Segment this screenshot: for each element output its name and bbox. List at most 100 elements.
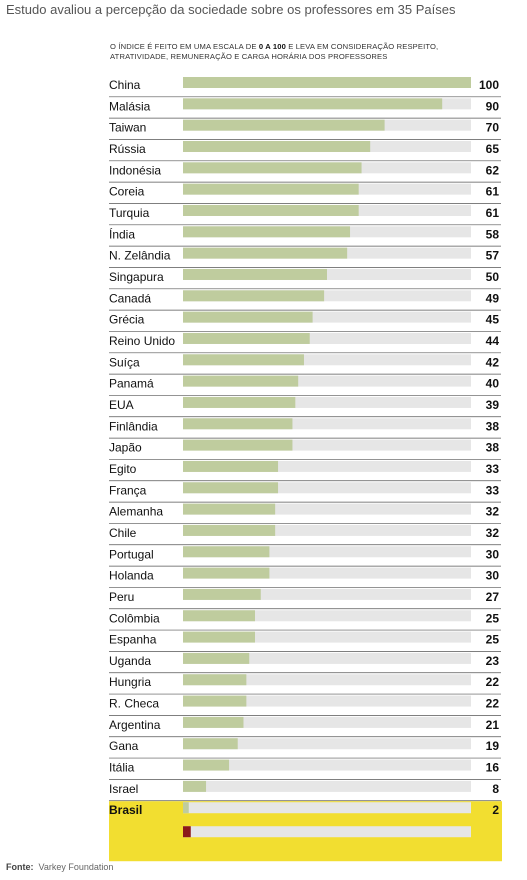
bar — [183, 567, 270, 579]
bar-track — [183, 802, 471, 814]
category-label: Chile — [109, 526, 137, 540]
bar-track — [183, 290, 471, 302]
bar-track — [183, 396, 471, 408]
category-label: Israel — [109, 782, 138, 796]
value-label: 70 — [486, 121, 500, 135]
value-label: 42 — [486, 355, 500, 369]
category-label: Gana — [109, 739, 139, 753]
category-label: Argentina — [109, 718, 161, 732]
category-label: França — [109, 483, 147, 497]
category-label: Espanha — [109, 633, 157, 647]
note-text-after: e leva em consideração respeito, atrativ… — [110, 42, 439, 61]
bar — [183, 610, 255, 622]
bar-track — [183, 439, 471, 451]
category-label: Canadá — [109, 291, 151, 305]
bar-track — [183, 332, 471, 344]
category-label: Turquia — [109, 206, 150, 220]
bar — [183, 119, 385, 131]
value-label: 100 — [479, 78, 499, 92]
value-label: 22 — [486, 675, 500, 689]
value-label: 90 — [486, 99, 500, 113]
category-label: Portugal — [109, 547, 154, 561]
bar — [183, 674, 247, 686]
category-label: Grécia — [109, 313, 145, 327]
value-label: 30 — [486, 547, 500, 561]
bar — [183, 375, 299, 387]
bar — [183, 418, 293, 430]
value-label: 23 — [486, 654, 500, 668]
value-label: 30 — [486, 569, 500, 583]
bar — [183, 546, 270, 558]
value-label: 19 — [486, 739, 500, 753]
category-label: Índia — [109, 226, 135, 241]
bar-track — [183, 524, 471, 536]
bar — [183, 140, 371, 152]
bar-track — [183, 546, 471, 558]
source-text: Varkey Foundation — [38, 862, 114, 872]
value-label: 2 — [492, 803, 499, 817]
value-label: 38 — [486, 441, 500, 455]
bar — [183, 162, 362, 174]
bar — [183, 738, 238, 750]
note-text-before: O índice é feito em uma escala de — [110, 42, 259, 51]
bar — [183, 695, 247, 707]
bar-track — [183, 780, 471, 792]
value-label: 40 — [486, 377, 500, 391]
value-label: 22 — [486, 697, 500, 711]
chart-note: O índice é feito em uma escala de 0 a 10… — [110, 42, 490, 62]
bar — [183, 652, 250, 664]
value-label: 61 — [486, 206, 500, 220]
highlight-bar — [183, 826, 191, 838]
bar — [183, 716, 244, 728]
category-label: Alemanha — [109, 505, 163, 519]
highlight-track — [183, 826, 471, 838]
bar-track — [183, 588, 471, 600]
bar — [183, 524, 276, 536]
bar — [183, 588, 261, 600]
category-label: Brasil — [109, 803, 142, 817]
value-label: 44 — [486, 334, 500, 348]
page-title: Estudo avaliou a percepção da sociedade … — [6, 2, 456, 17]
category-label: Reino Unido — [109, 334, 175, 348]
value-label: 62 — [486, 163, 500, 177]
source-label: Fonte: — [6, 862, 34, 872]
bar — [183, 460, 279, 472]
category-label: EUA — [109, 398, 134, 412]
value-label: 32 — [486, 526, 500, 540]
source-credit: Fonte: Varkey Foundation — [6, 862, 113, 872]
value-label: 38 — [486, 419, 500, 433]
bar-track — [183, 418, 471, 430]
value-label: 58 — [486, 227, 500, 241]
category-label: Itália — [109, 761, 135, 775]
bar-track — [183, 738, 471, 750]
bar-track — [183, 652, 471, 664]
category-label: Holanda — [109, 569, 154, 583]
bar — [183, 268, 327, 280]
bar-track — [183, 311, 471, 323]
value-label: 25 — [486, 633, 500, 647]
bar — [183, 780, 207, 792]
category-label: Egito — [109, 462, 137, 476]
value-label: 32 — [486, 505, 500, 519]
category-label: Suíça — [109, 355, 140, 369]
category-label: Peru — [109, 590, 134, 604]
category-label: R. Checa — [109, 697, 159, 711]
bar-track — [183, 503, 471, 515]
value-label: 33 — [486, 483, 500, 497]
category-label: Hungria — [109, 675, 151, 689]
value-label: 21 — [486, 718, 500, 732]
bar — [183, 226, 351, 238]
bar — [183, 290, 325, 302]
value-label: 8 — [492, 782, 499, 796]
bar-track — [183, 354, 471, 366]
value-label: 25 — [486, 611, 500, 625]
value-label: 61 — [486, 185, 500, 199]
bar — [183, 311, 313, 323]
bar — [183, 354, 304, 366]
bar — [183, 482, 279, 494]
category-label: Japão — [109, 441, 142, 455]
category-label: Malásia — [109, 99, 151, 113]
category-label: China — [109, 78, 141, 92]
category-label: N. Zelândia — [109, 249, 171, 263]
